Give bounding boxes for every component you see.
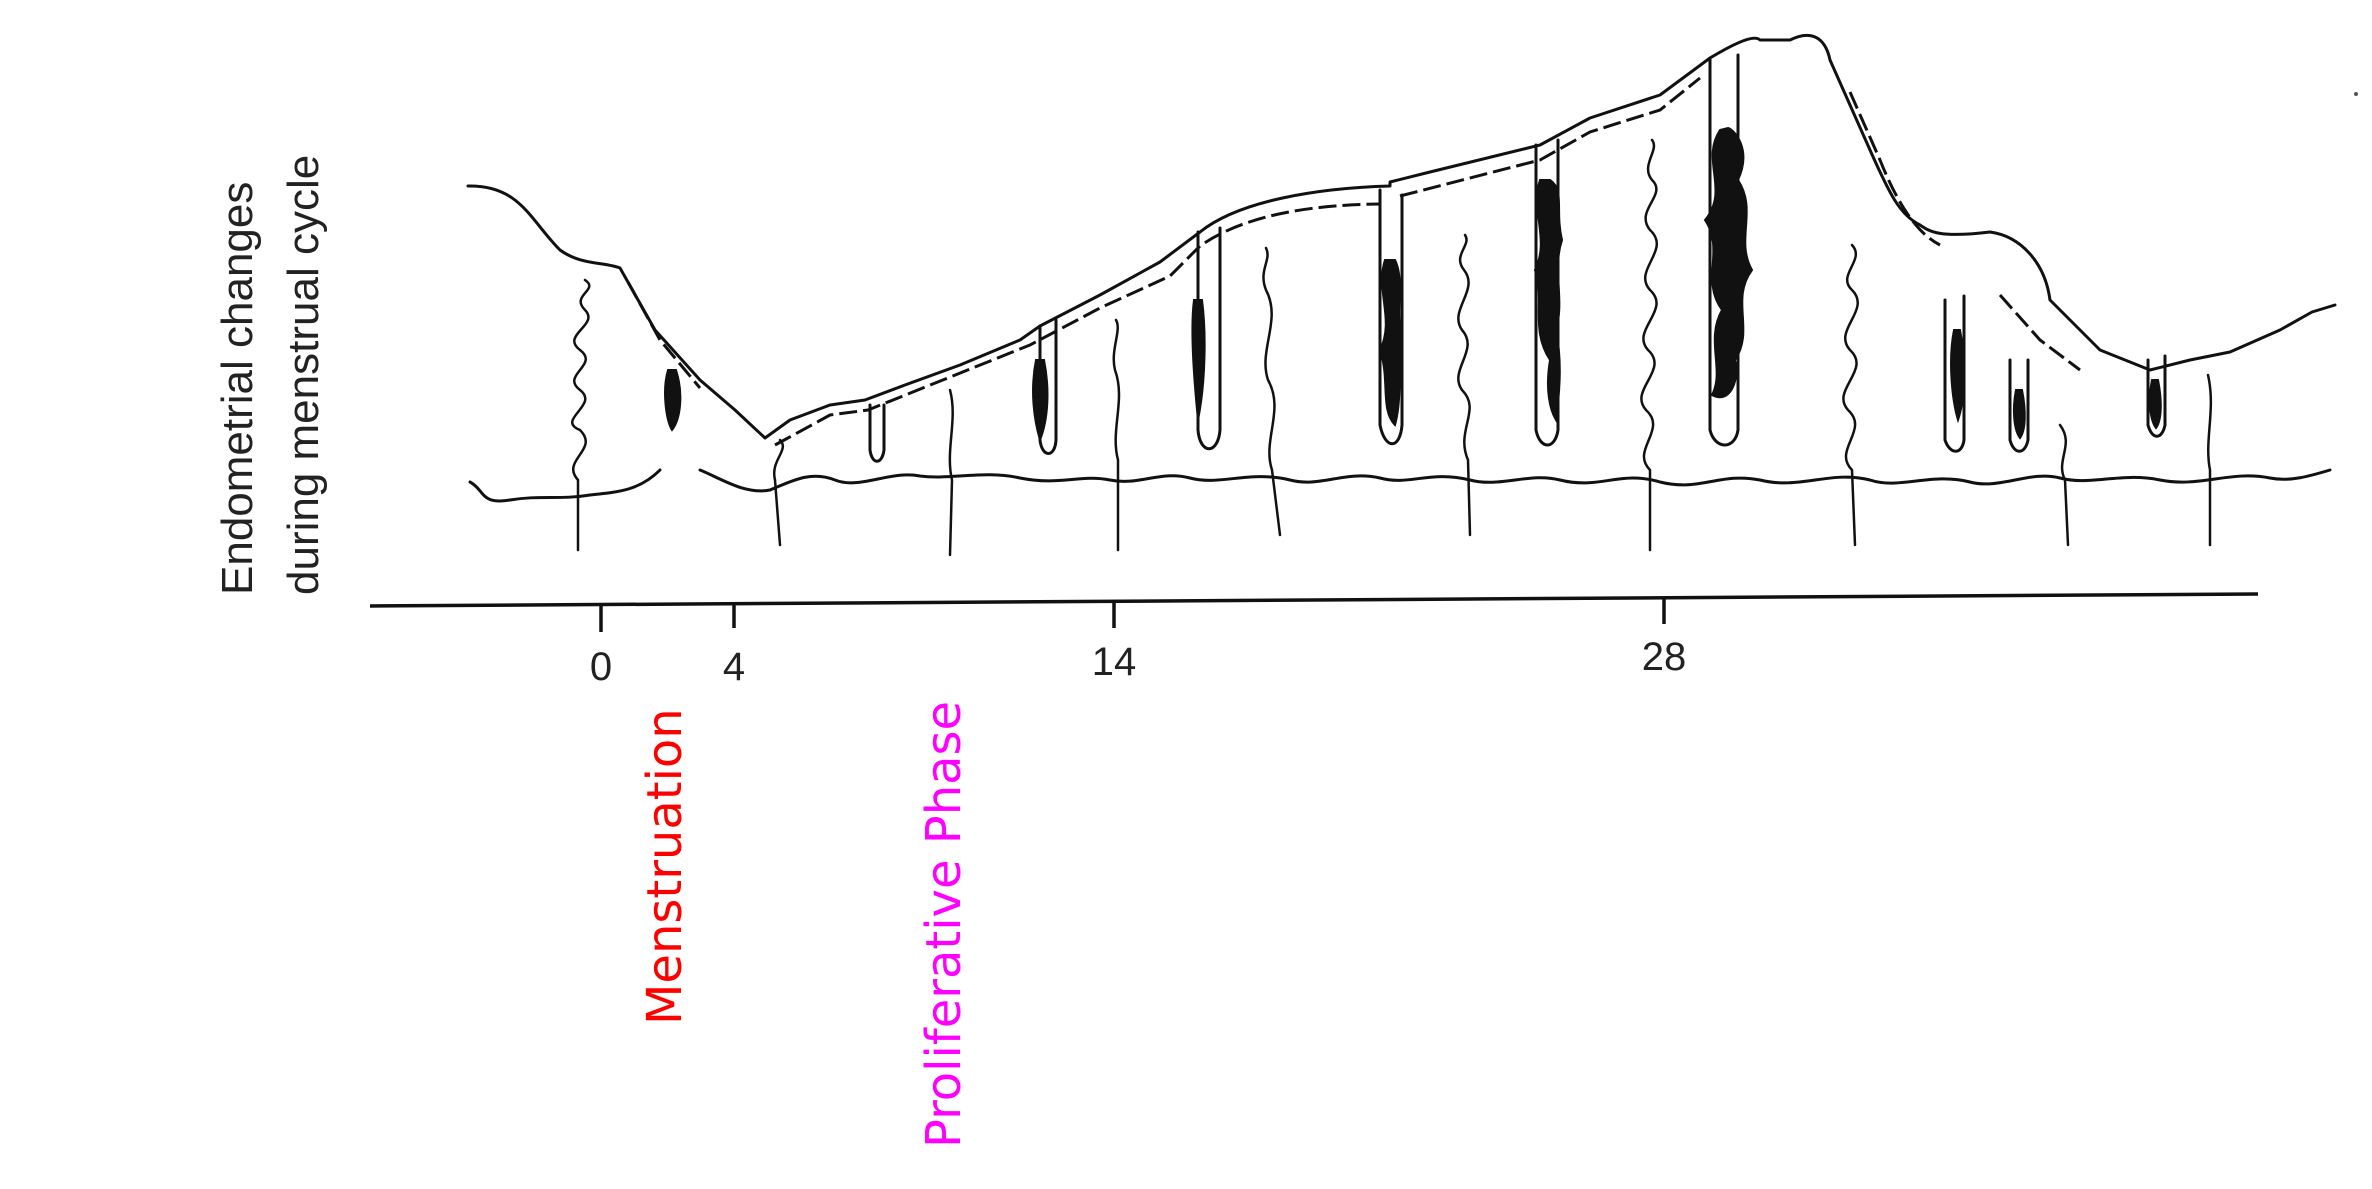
basal-layer: [468, 468, 2332, 503]
dark-gland-7: [1950, 329, 1965, 424]
stray-dot: [2354, 92, 2358, 96]
y-axis-label: Endometrial changes: [213, 182, 262, 595]
dark-gland-1: [664, 369, 682, 432]
dark-gland-8: [2012, 389, 2026, 440]
spiral-artery-8: [1842, 243, 1859, 547]
dark-gland-9: [2148, 379, 2162, 430]
crypt-9: [2146, 354, 2167, 438]
spiral-artery-3: [948, 388, 954, 557]
crypt-7: [1943, 294, 1966, 453]
lining-inner-line: [626, 76, 2081, 447]
tick-label-14: 14: [1092, 640, 1137, 684]
endometrium-illustration: [466, 34, 2337, 557]
phase-label-menstruation-group: Menstruation: [637, 708, 693, 1025]
crypt-1: [868, 403, 886, 463]
phase-label-menstruation: Menstruation: [637, 708, 693, 1025]
tick-label-28: 28: [1642, 635, 1687, 679]
spiral-artery-5: [1262, 246, 1282, 537]
crypt-5: [1534, 138, 1560, 447]
tick-label-4: 4: [723, 645, 745, 689]
spiral-artery-1: [571, 278, 591, 552]
dark-gland-3: [1191, 299, 1206, 421]
crypt-6: [1708, 53, 1740, 447]
dark-gland-5: [1533, 179, 1564, 423]
spiral-artery-7: [1640, 138, 1658, 552]
y-axis-label-line-2: during menstrual cycle: [279, 155, 328, 595]
spiral-artery-2: [772, 438, 784, 547]
crypt-4: [1378, 188, 1404, 446]
tick-label-0: 0: [590, 645, 612, 689]
spiral-artery-10: [2206, 373, 2213, 547]
crypt-3: [1196, 226, 1222, 451]
dark-gland-4: [1378, 259, 1404, 427]
time-axis: [369, 592, 2259, 608]
lining-surface: [466, 34, 2337, 440]
y-axis-label-line-1: Endometrial changes: [213, 182, 262, 595]
dark-gland-6: [1703, 126, 1754, 399]
y-axis-label-2: during menstrual cycle: [279, 155, 328, 595]
dark-gland-2: [1032, 359, 1049, 444]
spiral-artery-4: [1112, 318, 1121, 552]
phase-label-proliferative-group: Proliferative Phase: [916, 701, 972, 1148]
spiral-artery-9: [2058, 423, 2070, 547]
spiral-artery-6: [1457, 233, 1472, 537]
phase-label-proliferative: Proliferative Phase: [916, 701, 972, 1148]
crypt-8: [2008, 358, 2030, 453]
